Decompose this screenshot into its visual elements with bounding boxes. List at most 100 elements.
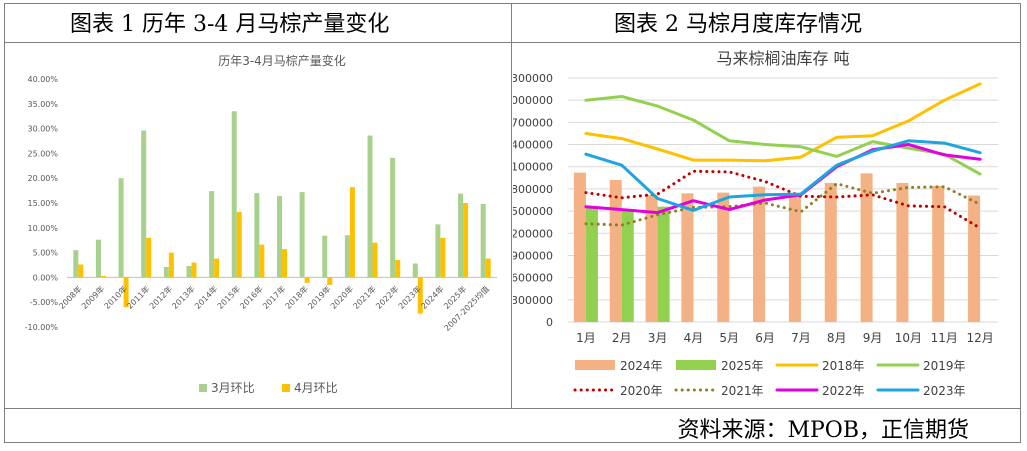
line-2022年 [584,143,982,215]
bar-4月环比-2012年 [168,252,174,278]
bar-2024年-5月 [717,192,730,322]
y-tick-label: 35.00% [27,100,58,109]
x-tick-label: 2012年 [147,284,174,311]
bar-3月环比-2016年 [254,193,260,278]
y-tick-label: 1200000 [513,227,553,240]
y-tick-label: 2100000 [513,161,553,174]
bar-3月环比-2007-2025均值 [480,203,486,278]
source-divider [4,408,1021,409]
bar-3月环比-2011年 [141,130,147,278]
x-tick-label: 2021年 [351,284,378,311]
bar-3月环比-2019年 [322,235,328,278]
bar-4月环比-2020年 [349,187,355,278]
legend-label: 2020年 [620,384,663,398]
y-tick-label: 30.00% [27,125,58,134]
bar-3月环比-2013年 [186,265,192,278]
bar-2025年-3月 [657,206,670,322]
bar-2024年-8月 [824,182,837,322]
bar-4月环比-2008年 [78,264,84,278]
bar-4月环比-2018年 [304,277,310,283]
y-tick-label: -5.00% [30,298,59,307]
bar-2024年-12月 [968,195,981,322]
y-tick-label: 3000000 [513,94,553,107]
y-tick-label: 300000 [513,294,553,307]
y-tick-label: -10.00% [25,323,59,332]
caption-divider [4,42,1021,43]
x-tick-label: 1月 [576,331,596,345]
bar-3月环比-2024年 [435,224,441,278]
bar-4月环比-2023年 [417,277,423,314]
bar-3月环比-2009年 [95,239,101,278]
y-tick-label: 2400000 [513,139,553,152]
bar-4月环比-2009年 [100,275,106,278]
x-tick-label: 3月 [648,331,668,345]
line-2019年 [584,95,982,176]
bar-4月环比-2014年 [214,258,220,278]
y-tick-label: 600000 [513,272,553,285]
figure-frame [4,3,1021,443]
y-tick-label: 20.00% [27,174,58,183]
bar-3月环比-2010年 [118,178,124,278]
x-tick-label: 8月 [827,331,847,345]
bar-3月环比-2021年 [367,135,373,278]
bar-4月环比-2019年 [327,277,333,285]
x-tick-label: 2018年 [283,284,310,311]
x-tick-label: 2022年 [373,284,400,311]
legend-swatch-4月环比 [282,384,290,392]
bar-2024年-11月 [932,185,945,322]
x-tick-label: 2014年 [192,284,219,311]
x-tick-label: 2月 [612,331,632,345]
source-note: 资料来源：MPOB，正信期货 [677,418,969,443]
x-tick-label: 2016年 [238,284,265,311]
y-tick-label: 1800000 [513,183,553,196]
legend-swatch-2024年 [575,360,615,370]
bar-3月环比-2008年 [73,250,79,278]
bar-2024年-1月 [573,172,586,322]
legend-label: 2022年 [822,384,865,398]
center-divider [511,3,512,408]
x-tick-label: 2020年 [328,284,355,311]
y-tick-label: 25.00% [27,149,58,158]
x-tick-label: 9月 [863,331,883,345]
bar-2024年-9月 [860,173,873,322]
line-2020年 [584,169,982,230]
legend-label: 2019年 [923,359,966,373]
bar-2024年-4月 [681,193,694,322]
bar-2024年-6月 [753,186,766,322]
y-tick-label: 900000 [513,249,553,262]
x-tick-label: 10月 [895,331,922,345]
bar-3月环比-2025年 [458,193,464,278]
inventory-chart: 马来棕榈油库存 吨 0 300000 600000 900000 1200000 15000… [513,49,998,398]
x-tick-label: 2013年 [170,284,197,311]
right-figure-caption: 图表 2 马棕月度库存情况 [614,12,862,37]
x-tick-label: 6月 [755,331,775,345]
x-tick-label: 2008年 [57,284,84,311]
y-tick-label: 5.00% [33,249,59,258]
x-tick-label: 2019年 [306,284,333,311]
production-change-chart: 历年3-4月马棕产量变化 -10.00% -5.00% 0.00% 5.00% 10.00… [25,53,497,395]
bar-4月环比-2024年 [440,237,446,278]
left-figure-caption: 图表 1 历年 3-4 月马棕产量变化 [70,12,390,37]
y-tick-label: 0.00% [33,273,59,282]
line-2018年 [584,82,982,163]
bar-3月环比-2014年 [209,191,215,278]
y-tick-label: 2700000 [513,116,553,129]
chart-title: 历年3-4月马棕产量变化 [218,53,346,68]
y-tick-label: 0 [546,316,553,329]
y-tick-label: 15.00% [27,199,58,208]
y-tick-label: 3300000 [513,72,553,85]
x-tick-label: 2015年 [215,284,242,311]
bar-2024年-7月 [788,194,801,322]
legend-label: 2023年 [923,384,966,398]
bar-4月环比-2013年 [191,262,197,278]
bar-3月环比-2018年 [299,192,305,278]
y-tick-label: 1500000 [513,205,553,218]
x-tick-label: 4月 [684,331,704,345]
bar-4月环比-2010年 [123,277,129,308]
x-tick-label: 2017年 [260,284,287,311]
legend-label: 4月环比 [294,381,338,395]
bar-4月环比-2015年 [236,211,242,278]
bar-3月环比-2015年 [231,111,237,278]
y-tick-label: 10.00% [27,224,58,233]
bar-3月环比-2022年 [390,157,396,278]
